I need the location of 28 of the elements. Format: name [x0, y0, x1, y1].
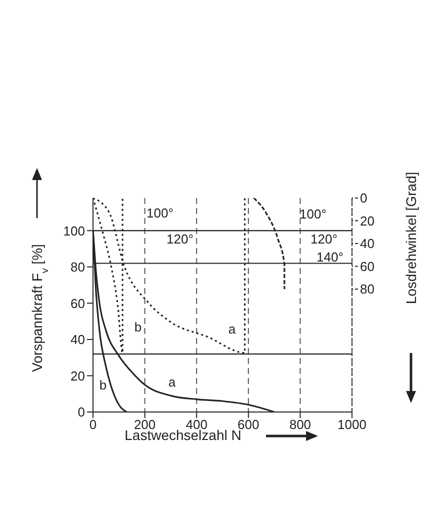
annotation: 120° — [166, 231, 194, 246]
annotation: 100° — [300, 206, 326, 222]
annotation: a — [228, 321, 236, 336]
y2-tick-label: 60 — [360, 258, 374, 274]
x-tick-label: 0 — [89, 417, 97, 432]
annotation: b — [99, 377, 107, 392]
y-tick-label: 0 — [78, 404, 85, 420]
annotation: 100° — [146, 205, 174, 220]
y2-tick-label: 80 — [360, 282, 374, 297]
y-tick-label: 20 — [70, 368, 85, 384]
y2-tick-label: 0 — [360, 190, 368, 206]
y2-axis-title: Losdrehwinkel [Grad] — [403, 172, 419, 304]
annotation: b — [134, 319, 142, 334]
y2-tick-label: 20 — [360, 213, 374, 228]
annotation: 120° — [310, 231, 338, 246]
x-tick-label: 600 — [238, 417, 260, 432]
y-tick-label: 40 — [70, 332, 85, 348]
y2-tick-label: 40 — [360, 236, 374, 252]
x-tick-label: 800 — [289, 417, 312, 432]
y-tick-label: 100 — [63, 223, 85, 238]
y-tick-label: 80 — [70, 260, 85, 275]
x-tick-label: 1000 — [338, 417, 366, 432]
x-tick-label: 400 — [186, 417, 208, 432]
annotation: 140° — [316, 249, 344, 264]
annotation: a — [168, 374, 176, 390]
y-tick-label: 60 — [70, 296, 85, 311]
x-tick-label: 200 — [134, 417, 156, 432]
line-series — [253, 198, 286, 290]
